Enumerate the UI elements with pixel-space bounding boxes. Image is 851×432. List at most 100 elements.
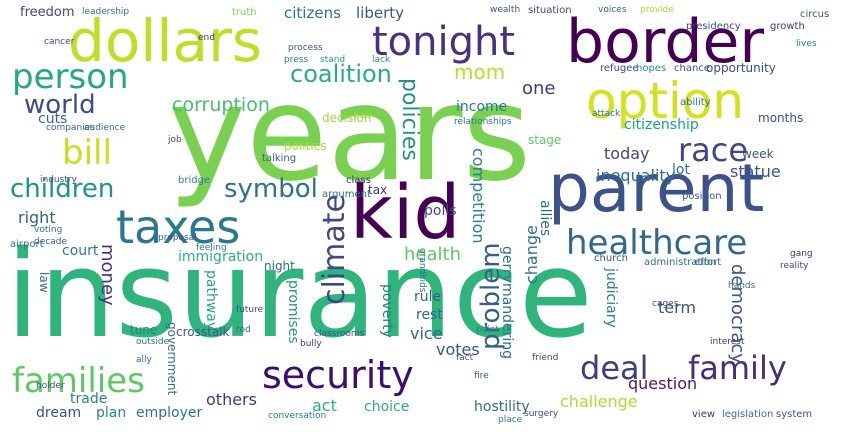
word-inequality: inequality [596,166,676,185]
word-pathway: pathway [203,270,219,331]
word-class: class [346,175,371,186]
word-allies: allies [537,200,553,237]
word-refugee: refugee [600,63,639,74]
word-voices: voices [598,5,627,15]
word-press: press [284,55,309,65]
word-end: end [198,33,215,43]
word-vice: vice [410,324,443,343]
word-months: months [758,111,804,125]
word-families: families [12,361,145,401]
word-circus: circus [800,9,830,20]
word-job: job [168,135,182,145]
word-politics: politics [284,139,327,153]
word-money: money [97,244,118,306]
word-rod: rod [236,325,251,335]
word-today: today [604,144,650,163]
word-outside: outside [136,337,170,347]
word-point: point [476,325,499,335]
word-cages: cages [652,299,679,309]
word-week: week [742,147,774,161]
word-opportunity: opportunity [706,61,776,75]
word-night: night [264,259,295,273]
word-attack: attack [592,109,621,119]
word-chance: chance [674,63,710,74]
word-tax: tax [368,183,388,197]
word-rule: rule [414,289,442,305]
word-right: right [18,208,56,227]
word-promises: promises [285,280,301,344]
word-employer: employer [136,405,203,421]
word-cancer: cancer [44,37,75,47]
word-judiciary: judiciary [603,268,619,328]
word-proposal: proposal [158,233,197,243]
word-bully: bully [300,339,322,349]
word-stand: stand [320,55,346,65]
word-fire: fire [474,371,489,381]
word-ally: ally [136,355,152,365]
word-wealth: wealth [490,5,521,15]
word-freedom: freedom [20,5,75,20]
word-hostility: hostility [474,399,530,415]
word-years: years [168,57,532,211]
word-position: position [682,191,722,202]
word-effort: effort [694,257,722,268]
word-deal: deal [580,349,649,387]
word-legislation: legislation [722,409,774,420]
word-system: system [776,409,813,420]
word-ability: ability [680,97,711,108]
word-citizens: citizens [284,4,341,22]
word-healthcare: healthcare [566,223,748,263]
word-border: border [566,7,765,77]
word-argument: argument [322,189,371,200]
word-decision: decision [322,111,372,125]
word-bridge: bridge [178,175,211,186]
word-reality: reality [780,261,809,271]
word-health: health [404,244,461,265]
word-gang: gang [790,249,813,259]
word-coalition: coalition [290,60,392,88]
word-surgery: surgery [524,409,559,419]
word-relationships: relationships [454,117,512,127]
word-process: process [288,43,323,53]
word-liberty: liberty [356,4,405,22]
word-children: children [10,174,115,204]
word-classrooms: classrooms [314,329,365,339]
word-decade: decade [34,237,67,247]
word-world: world [24,90,96,120]
word-citizenship: citizenship [624,117,699,133]
word-fact: fact [456,353,474,363]
word-administration: administration [644,257,717,268]
word-votes: votes [436,340,480,359]
word-tonight: tonight [372,19,516,65]
word-place: place [498,415,523,425]
word-polls: polls [424,203,457,219]
word-parent: parent [548,150,765,227]
word-mom: mom [454,60,506,84]
word-companies: companies [46,123,95,133]
word-plan: plan [96,405,127,421]
word-term: term [658,298,696,317]
word-court: court [62,243,99,259]
word-leadership: leadership [82,7,130,17]
word-cuts: cuts [38,111,68,127]
word-law: law [37,272,51,293]
word-insurance: insurance [6,226,593,365]
word-crosstalk: crosstalk [176,325,230,339]
word-growth: growth [770,21,805,32]
word-hopes: hopes [636,63,667,74]
word-grandkids: grandkids [417,248,427,293]
word-situation: situation [528,5,572,16]
word-government: government [165,322,179,396]
word-airport: airport [10,239,44,250]
word-competition: competition [469,148,488,244]
word-race: race [678,131,749,169]
word-poverty: poverty [379,284,395,338]
word-income: income [456,99,508,115]
word-truth: truth [232,7,257,18]
word-climate: climate [317,194,352,306]
word-interest: interest [710,337,745,347]
word-stage: stage [528,133,562,147]
word-trade: trade [70,391,108,407]
word-talking: talking [262,153,297,164]
